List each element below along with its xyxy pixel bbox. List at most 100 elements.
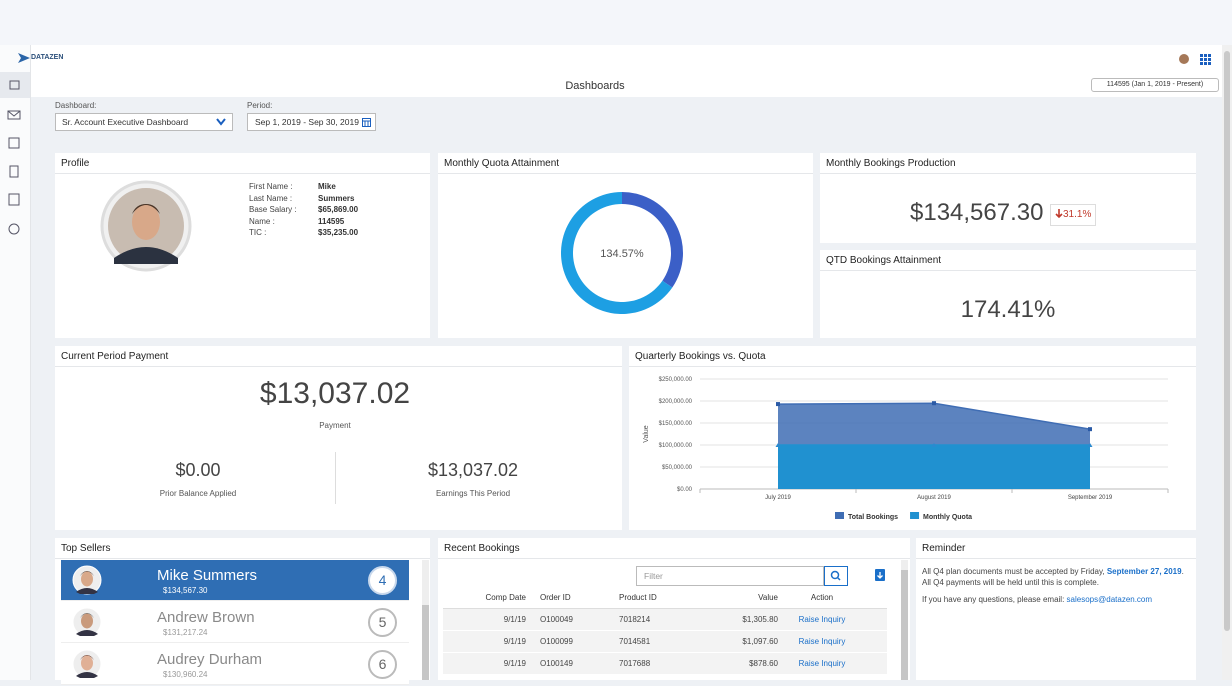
page-title: Dashboards xyxy=(565,80,625,92)
change-badge: 31.1% xyxy=(1050,204,1097,226)
brand: DATAZEN xyxy=(31,54,64,61)
field-value: Mike xyxy=(318,182,336,191)
card-title: Profile xyxy=(61,158,90,169)
card-title: Monthly Bookings Production xyxy=(826,158,956,169)
data-marker xyxy=(775,443,781,447)
table-cell: 9/1/19 xyxy=(503,637,526,646)
data-marker xyxy=(1087,443,1093,447)
x-tick-label: September 2019 xyxy=(1068,495,1113,501)
sidebar-icons xyxy=(0,72,30,235)
sellers-card: Top Sellers Mike Summers $134,567.30 4 Andr… xyxy=(55,538,430,685)
dashboard-select[interactable]: Sr. Account Executive Dashboard xyxy=(55,113,233,131)
card-title: Current Period Payment xyxy=(61,351,169,362)
table-row: 9/1/19 O100149 7017688 $878.60 Raise Inquiry xyxy=(443,653,887,675)
column-header: Order ID xyxy=(540,593,571,602)
action-link[interactable]: Raise Inquiry xyxy=(798,659,846,668)
text: If you have any questions, please email: xyxy=(922,595,1065,604)
filter-input[interactable]: Filter xyxy=(636,566,824,586)
y-tick-label: $200,000.00 xyxy=(659,399,693,405)
y-axis-label: Value xyxy=(643,425,650,442)
table-cell: 7014581 xyxy=(619,637,651,646)
date-link[interactable]: September 27, 2019 xyxy=(1106,567,1182,576)
period-value: Sep 1, 2019 - Sep 30, 2019 xyxy=(255,117,359,127)
table-cell: 9/1/19 xyxy=(503,659,526,668)
field-row: Base Salary : $65,869.00 xyxy=(249,204,358,216)
period-picker[interactable]: Sep 1, 2019 - Sep 30, 2019 xyxy=(247,113,376,131)
x-tick-label: July 2019 xyxy=(765,495,791,501)
data-marker xyxy=(776,402,780,407)
area-chart: $0.00 $50,000.00 $100,000.00 $150,000.00 $20… xyxy=(643,377,1169,521)
export-button[interactable] xyxy=(874,568,886,582)
field-label: Last Name : xyxy=(249,193,293,203)
payment-label: Payment xyxy=(319,421,351,430)
sidebar xyxy=(0,45,31,680)
scrollbar[interactable] xyxy=(901,560,908,680)
kpi-value: 174.41% xyxy=(960,296,1056,323)
card-title: QTD Bookings Attainment xyxy=(826,255,942,266)
table-row: 9/1/19 O100099 7014581 $1,097.60 Raise Inqui… xyxy=(443,631,887,653)
donut-segment xyxy=(622,192,683,288)
scrollbar[interactable] xyxy=(1222,45,1232,680)
table-cell: O100149 xyxy=(540,659,573,668)
action-link[interactable]: Raise Inquiry xyxy=(798,637,846,646)
data-marker xyxy=(931,443,937,447)
bookings-table-card: Recent Bookings Filter Comp Date Order ID… xyxy=(438,538,910,680)
header-icons[interactable] xyxy=(1177,52,1213,66)
filter-placeholder: Filter xyxy=(644,571,663,581)
field-label: Base Salary : xyxy=(249,205,297,214)
field-value: $65,869.00 xyxy=(318,205,359,214)
table-cell: $1,305.80 xyxy=(742,615,778,624)
column-header: Product ID xyxy=(619,593,657,602)
seller-rank: 5 xyxy=(368,608,397,637)
email-link[interactable]: salesops@datazen.com xyxy=(1066,595,1153,604)
seller-list: Mike Summers $134,567.30 4 Andrew Brown $131… xyxy=(61,560,409,686)
bookings-card: Monthly Bookings Production $134,567.30 … xyxy=(820,153,1196,243)
card-title: Recent Bookings xyxy=(444,543,520,554)
quarterly-card: Quarterly Bookings vs. Quota $0.00 $50,00… xyxy=(629,346,1196,530)
table-row: 9/1/19 O100049 7018214 $1,305.80 Raise Inqui… xyxy=(443,609,887,631)
seller-name: Mike Summers xyxy=(157,567,258,584)
scrollbar[interactable] xyxy=(422,560,429,680)
context-button[interactable]: 114595 (Jan 1, 2019 - Present) xyxy=(1091,78,1219,92)
kpi-value: $134,567.30 xyxy=(910,199,1044,226)
profile-fields: First Name : Mike Last Name : Summers Base S… xyxy=(249,181,358,239)
legend-label: Monthly Quota xyxy=(923,514,972,521)
x-tick-label: August 2019 xyxy=(917,495,951,501)
prior-label: Prior Balance Applied xyxy=(159,489,237,498)
legend-swatch xyxy=(835,512,844,519)
y-tick-label: $250,000.00 xyxy=(659,377,693,383)
card-title: Reminder xyxy=(922,543,966,554)
top-bar xyxy=(0,0,1232,45)
table-cell: $878.60 xyxy=(749,659,778,668)
avatar xyxy=(100,180,192,272)
field-label: Name : xyxy=(249,216,275,226)
field-label: First Name : xyxy=(249,182,293,191)
seller-row[interactable]: Mike Summers $134,567.30 4 xyxy=(61,560,409,601)
filter-label: Period: xyxy=(247,101,273,110)
area-fill xyxy=(778,445,1090,489)
seller-row[interactable]: Audrey Durham $130,960.24 6 xyxy=(61,644,409,685)
avatar xyxy=(72,607,102,637)
avatar xyxy=(72,649,102,679)
field-value: Summers xyxy=(318,193,355,203)
data-marker xyxy=(932,401,936,406)
search-button[interactable] xyxy=(824,566,848,586)
table-cell: 9/1/19 xyxy=(503,615,526,624)
seller-row[interactable]: Andrew Brown $131,217.24 5 xyxy=(61,602,409,643)
bookings-table: Comp Date Order ID Product ID Value Action 9/… xyxy=(443,588,887,675)
earnings-amount: $13,037.02 xyxy=(427,460,519,480)
column-header: Value xyxy=(758,593,778,602)
seller-rank: 4 xyxy=(368,566,397,595)
header xyxy=(0,45,1222,97)
reminder-text: All Q4 plan documents must be accepted b… xyxy=(922,566,1184,605)
field-label: TIC : xyxy=(249,228,267,237)
logo xyxy=(18,53,30,63)
payment-amount: $13,037.02 xyxy=(259,377,411,410)
reminder-card: Reminder All Q4 plan documents must be a… xyxy=(916,538,1196,680)
table-cell: O100099 xyxy=(540,637,573,646)
seller-rank: 6 xyxy=(368,650,397,679)
field-value: 114595 xyxy=(318,216,345,226)
donut-chart: 134.57% xyxy=(560,192,683,314)
action-link[interactable]: Raise Inquiry xyxy=(798,615,846,624)
